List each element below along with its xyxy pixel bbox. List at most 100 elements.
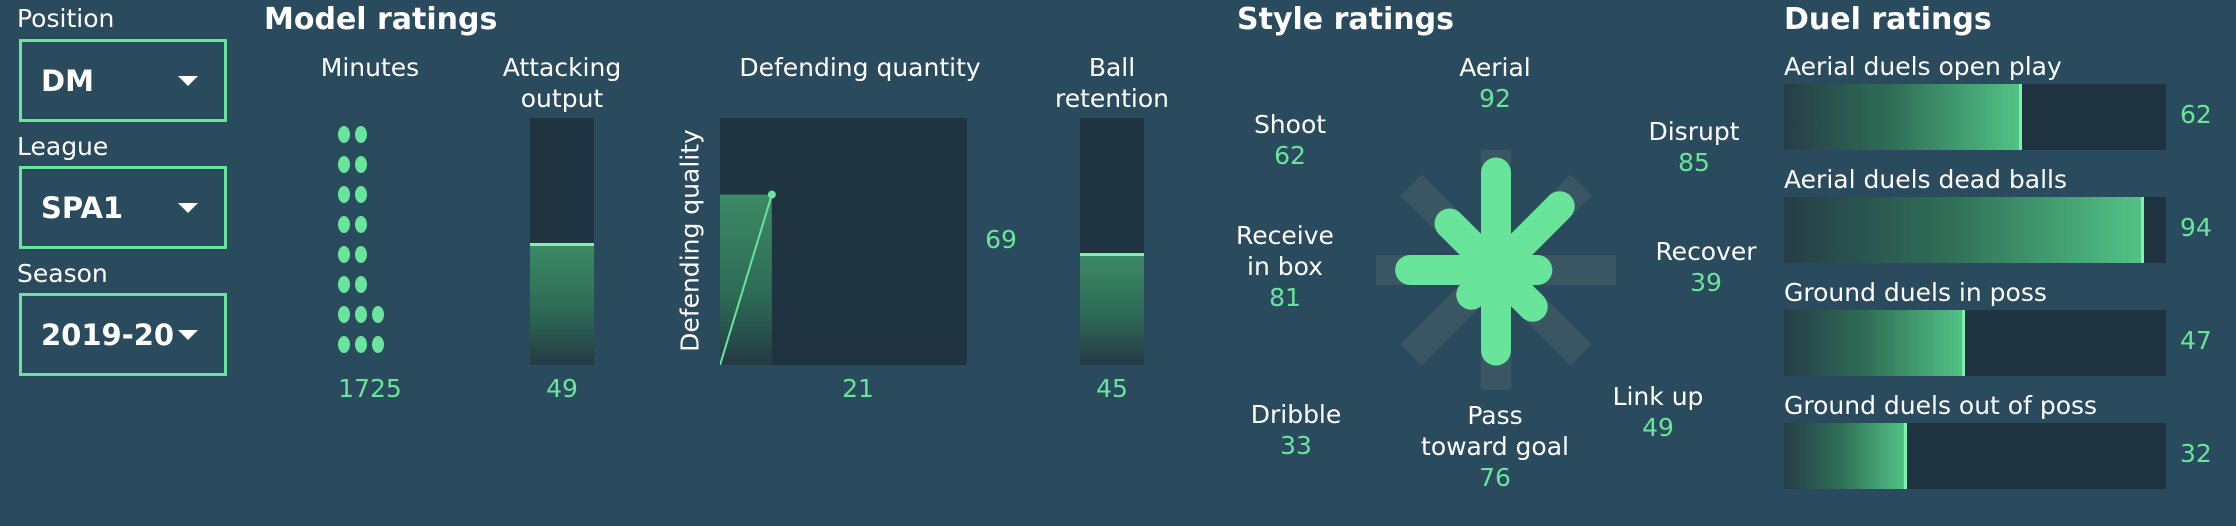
minutes-dot (355, 156, 367, 173)
defending-trend-line (720, 194, 773, 365)
attacking-output-bar (530, 118, 594, 365)
duel-label: Aerial duels open play (1784, 52, 2062, 81)
style-shoot-label: Shoot (1253, 110, 1327, 139)
style-disrupt: Disrupt 85 (1594, 116, 1794, 178)
attacking-output-bar-marker (530, 242, 594, 246)
minutes-dot (338, 156, 350, 173)
position-label: Position (17, 4, 115, 33)
defending-quality-label: Defending quality (675, 129, 705, 352)
duel-bar (1784, 423, 2166, 489)
chevron-down-icon (178, 329, 198, 340)
attacking-output-value: 49 (546, 374, 578, 403)
style-dribble: Dribble 33 (1196, 399, 1396, 461)
ball-retention-label: Ball retention (1020, 52, 1204, 114)
minutes-dot (338, 276, 350, 293)
style-pass-label-line1: Pass (1467, 401, 1523, 430)
minutes-dot (355, 216, 367, 233)
defending-point (767, 190, 776, 199)
minutes-dot (338, 306, 350, 323)
chevron-down-icon (178, 75, 198, 86)
minutes-dot (372, 306, 384, 323)
minutes-dot (355, 306, 367, 323)
ball-retention-bar-marker (1080, 252, 1144, 256)
league-select[interactable]: SPA1 (19, 166, 227, 249)
style-receive-value: 81 (1269, 283, 1301, 312)
defending-quantity-value: 21 (842, 374, 874, 403)
style-shoot: Shoot 62 (1190, 109, 1390, 171)
minutes-dot (372, 336, 384, 353)
duel-bar (1784, 197, 2166, 263)
minutes-dot (338, 336, 350, 353)
style-linkup-value: 49 (1642, 413, 1674, 442)
season-label: Season (17, 259, 108, 288)
duel-bar-marker (2141, 197, 2145, 263)
style-recover: Recover 39 (1606, 236, 1806, 298)
style-spoke-shoot (1434, 208, 1511, 285)
minutes-dot (338, 126, 350, 143)
ball-retention-label-line2: retention (1054, 84, 1170, 113)
minutes-dot (338, 216, 350, 233)
attacking-output-label: Attacking output (470, 52, 654, 114)
duel-ratings-title: Duel ratings (1784, 2, 1992, 37)
minutes-dot (355, 126, 367, 143)
minutes-value: 1725 (338, 374, 402, 403)
ball-retention-label-line1: Ball (1088, 53, 1136, 82)
model-ratings-title: Model ratings (264, 2, 498, 37)
duel-value: 62 (2180, 100, 2212, 129)
style-dribble-label: Dribble (1250, 400, 1342, 429)
position-select-value: DM (41, 63, 94, 98)
attacking-output-bar-fill (530, 243, 594, 365)
style-link-up: Link up 49 (1558, 381, 1758, 443)
duel-bar-marker (1961, 310, 1965, 376)
attacking-output-label-line2: output (520, 84, 604, 113)
attacking-output-label-line1: Attacking (502, 53, 622, 82)
ball-retention-bar-fill (1080, 253, 1144, 365)
minutes-dot (338, 186, 350, 203)
league-select-value: SPA1 (41, 190, 124, 225)
duel-bar-fill (1784, 423, 1907, 489)
style-disrupt-value: 85 (1678, 148, 1710, 177)
style-aerial: Aerial 92 (1395, 52, 1595, 114)
style-pass-toward-goal: Pass toward goal 76 (1395, 400, 1595, 493)
league-label: League (17, 132, 109, 161)
duel-bar-fill (1784, 197, 2144, 263)
style-receive-label-line2: in box (1247, 252, 1323, 281)
style-dribble-value: 33 (1280, 431, 1312, 460)
minutes-dot (338, 246, 350, 263)
style-pass-label-line2: toward goal (1421, 432, 1569, 461)
season-select[interactable]: 2019-20 (19, 293, 227, 376)
duel-label: Ground duels in poss (1784, 278, 2047, 307)
duel-value: 47 (2180, 326, 2212, 355)
ball-retention-bar (1080, 118, 1144, 365)
style-receive-in-box: Receive in box 81 (1185, 220, 1385, 313)
season-select-value: 2019-20 (41, 317, 175, 352)
duel-bar-fill (1784, 310, 1964, 376)
style-receive-label-line1: Receive (1236, 221, 1334, 250)
minutes-dot (355, 246, 367, 263)
style-recover-value: 39 (1690, 268, 1722, 297)
duel-label: Ground duels out of poss (1784, 391, 2098, 420)
duel-bar (1784, 84, 2166, 150)
duel-bar-marker (2018, 84, 2022, 150)
minutes-label: Minutes (320, 53, 420, 82)
defending-quantity-label: Defending quantity (739, 53, 981, 82)
ball-retention-value: 45 (1096, 374, 1128, 403)
duel-value: 32 (2180, 439, 2212, 468)
style-recover-label: Recover (1655, 237, 1757, 266)
duel-bar (1784, 310, 2166, 376)
duel-label: Aerial duels dead balls (1784, 165, 2067, 194)
style-linkup-label: Link up (1612, 382, 1704, 411)
style-aerial-label: Aerial (1459, 53, 1531, 82)
style-disrupt-label: Disrupt (1648, 117, 1740, 146)
duel-bar-fill (1784, 84, 2021, 150)
defending-scatter-svg (720, 190, 776, 365)
style-ratings-radial (1376, 150, 1616, 390)
style-ratings-title: Style ratings (1237, 2, 1454, 37)
minutes-dot (355, 336, 367, 353)
chevron-down-icon (178, 202, 198, 213)
minutes-dot (355, 186, 367, 203)
style-shoot-value: 62 (1274, 141, 1306, 170)
minutes-dot (355, 276, 367, 293)
position-select[interactable]: DM (19, 39, 227, 122)
duel-value: 94 (2180, 213, 2212, 242)
